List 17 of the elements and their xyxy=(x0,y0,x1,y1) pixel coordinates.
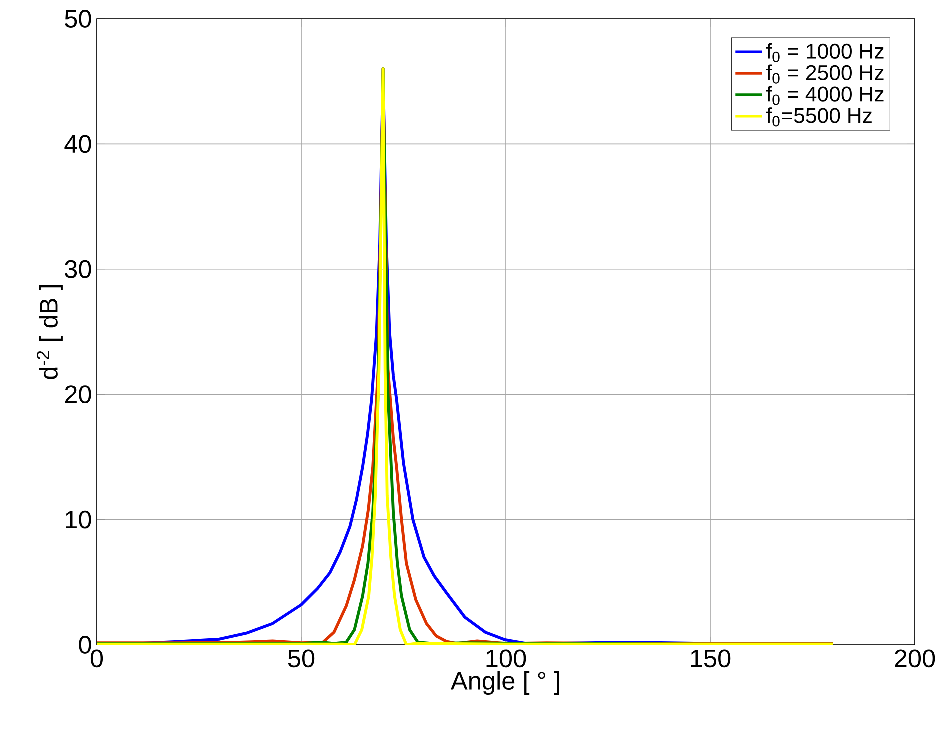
legend-label: f$_{0}$ = 1000 Hz xyxy=(766,43,884,62)
x-tick-label: 0 xyxy=(90,650,104,668)
y-tick-label: 10 xyxy=(66,510,92,529)
y-tick-label: 0 xyxy=(79,636,92,654)
y-tick-label: 40 xyxy=(64,135,92,154)
legend-label: f$_{0}$=5500 Hz xyxy=(766,108,872,127)
x-tick-label: 50 xyxy=(288,650,315,668)
x-tick-label: 150 xyxy=(691,650,731,668)
y-axis-title: d$^{-2}$ [ dB ] xyxy=(36,285,63,380)
y-tick-label: 30 xyxy=(65,260,92,278)
x-tick-label: 100 xyxy=(486,650,526,668)
legend-label: f$_{0}$ = 4000 Hz xyxy=(766,86,884,106)
y-tick-label: 50 xyxy=(65,10,92,28)
y-tick-label: 20 xyxy=(65,386,92,404)
x-axis-title: Angle [ ° ] xyxy=(450,671,560,696)
legend-label: f$_{0}$ = 2500 Hz xyxy=(766,64,884,84)
x-tick-label: 200 xyxy=(895,650,936,668)
